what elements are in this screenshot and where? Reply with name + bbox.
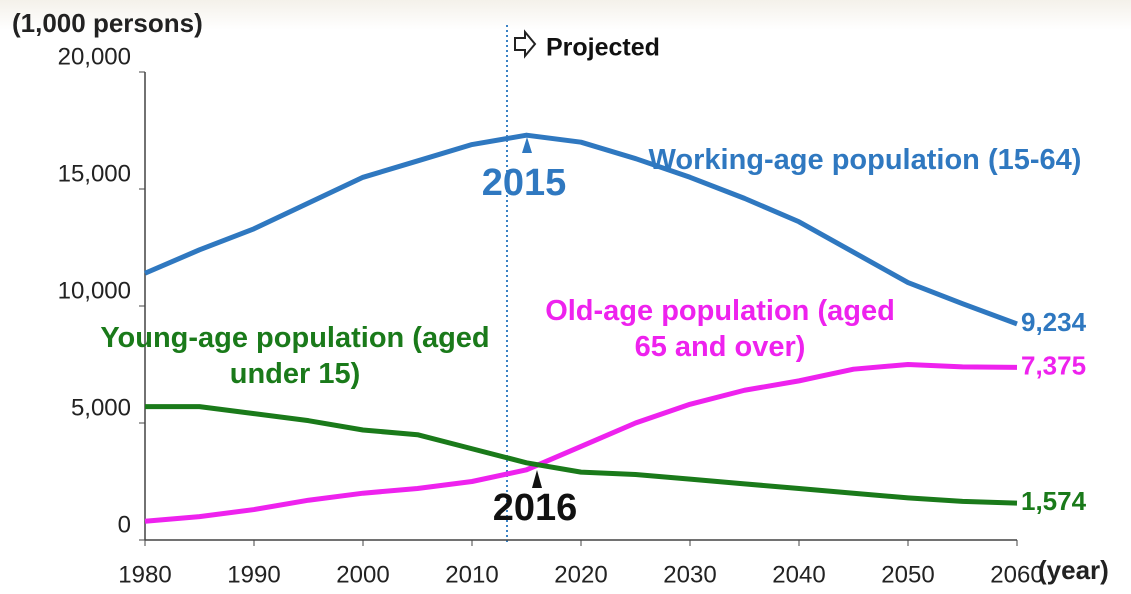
x-tick-label: 2030 xyxy=(663,561,716,588)
y-tick-label: 15,000 xyxy=(58,160,131,187)
y-tick-label: 0 xyxy=(118,511,131,538)
x-tick-label: 2040 xyxy=(772,561,825,588)
x-tick-label: 2020 xyxy=(554,561,607,588)
annotation: 2016 xyxy=(493,487,578,529)
x-axis-label: (year) xyxy=(1038,555,1109,585)
series-label: Old-age population (aged 65 and over) xyxy=(545,295,895,363)
value-label: 7,375 xyxy=(1021,350,1086,380)
arrow-icon xyxy=(514,29,537,59)
annotation-arrow xyxy=(522,137,532,153)
x-tick-label: 2060 xyxy=(990,561,1043,588)
y-tick-label: 20,000 xyxy=(58,43,131,70)
annotation-arrow xyxy=(532,470,542,488)
series-label: Young-age population (aged under 15) xyxy=(100,322,490,390)
x-tick-label: 2010 xyxy=(445,561,498,588)
y-tick-label: 5,000 xyxy=(71,394,131,421)
annotation: 2015 xyxy=(482,162,567,204)
series-line xyxy=(144,132,1018,327)
x-tick-label: 1990 xyxy=(227,561,280,588)
annotation: Projected xyxy=(546,34,660,62)
y-tick-label: 10,000 xyxy=(58,277,131,304)
value-label: 1,574 xyxy=(1021,486,1087,516)
x-tick-label: 2050 xyxy=(881,561,934,588)
series-line xyxy=(144,362,1018,524)
x-tick-label: 1980 xyxy=(118,561,171,588)
x-tick-label: 2000 xyxy=(336,561,389,588)
value-label: 9,234 xyxy=(1021,307,1087,337)
y-axis-label: (1,000 persons) xyxy=(12,8,203,38)
series-line xyxy=(145,404,1018,506)
series-label: Working-age population (15-64) xyxy=(648,144,1082,176)
